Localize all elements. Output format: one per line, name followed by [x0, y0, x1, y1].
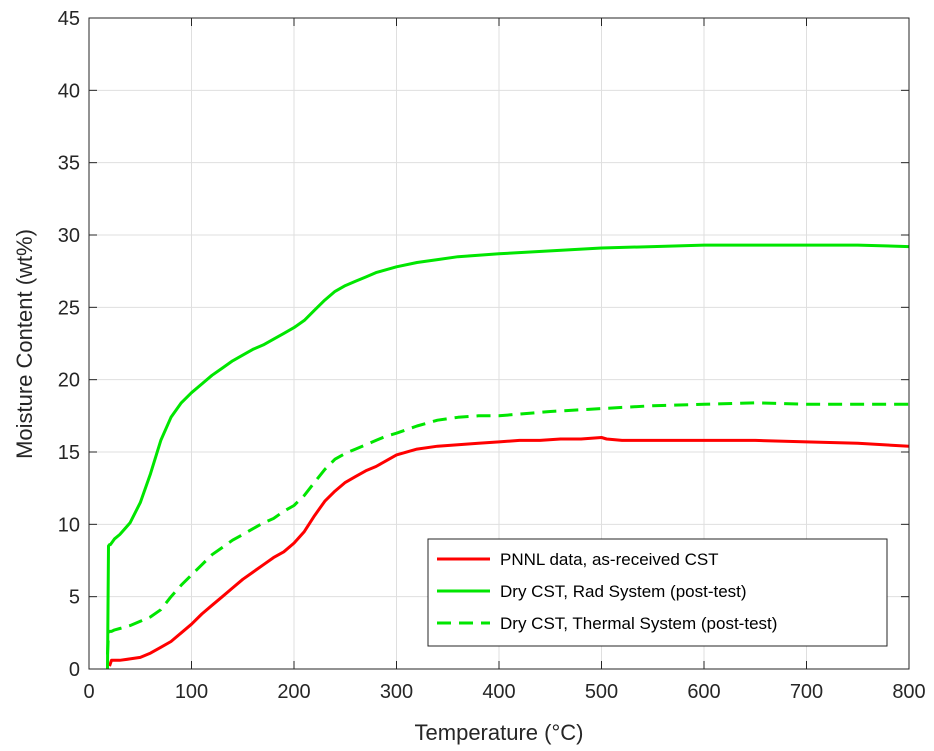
x-axis-label: Temperature (°C): [415, 720, 584, 745]
legend-box: [427, 538, 888, 647]
x-tick-label: 300: [380, 681, 413, 703]
y-tick-label: 35: [58, 153, 80, 175]
y-tick-label: 0: [69, 659, 80, 681]
x-tick-label: 0: [83, 681, 94, 703]
y-tick-label: 25: [58, 297, 80, 319]
x-tick-label: 600: [687, 681, 720, 703]
x-tick-label: 100: [175, 681, 208, 703]
y-tick-label: 15: [58, 442, 80, 464]
y-tick-label: 20: [58, 370, 80, 392]
series-line-dry-cst-rad: [106, 243, 910, 670]
legend-label-dry-cst-thermal: Dry CST, Thermal System (post-test): [500, 614, 777, 633]
series-layer: [106, 243, 910, 670]
y-tick-label: 5: [69, 587, 80, 609]
y-tick-label: 10: [58, 514, 80, 536]
x-tick-label: 700: [790, 681, 823, 703]
x-tick-label: 800: [892, 681, 925, 703]
y-tick-label: 30: [58, 225, 80, 247]
y-axis-label: Moisture Content (wt%): [12, 229, 37, 459]
x-tick-label: 200: [277, 681, 310, 703]
legend-label-pnnl-as-received: PNNL data, as-received CST: [500, 550, 719, 569]
axis-ticks: 0 100 200 300 400 500 600 700 800 0 5 10 15 20 25 30 35 4…: [58, 8, 926, 703]
legend: PNNL data, as-received CST Dry CST, Rad S…: [427, 538, 888, 647]
legend-label-dry-cst-rad: Dry CST, Rad System (post-test): [500, 582, 747, 601]
x-tick-label: 500: [585, 681, 618, 703]
y-tick-label: 45: [58, 8, 80, 30]
x-tick-label: 400: [482, 681, 515, 703]
y-tick-label: 40: [58, 80, 80, 102]
series-line-pnnl-as-received: [108, 436, 910, 667]
series-line-dry-cst-thermal: [106, 401, 909, 655]
